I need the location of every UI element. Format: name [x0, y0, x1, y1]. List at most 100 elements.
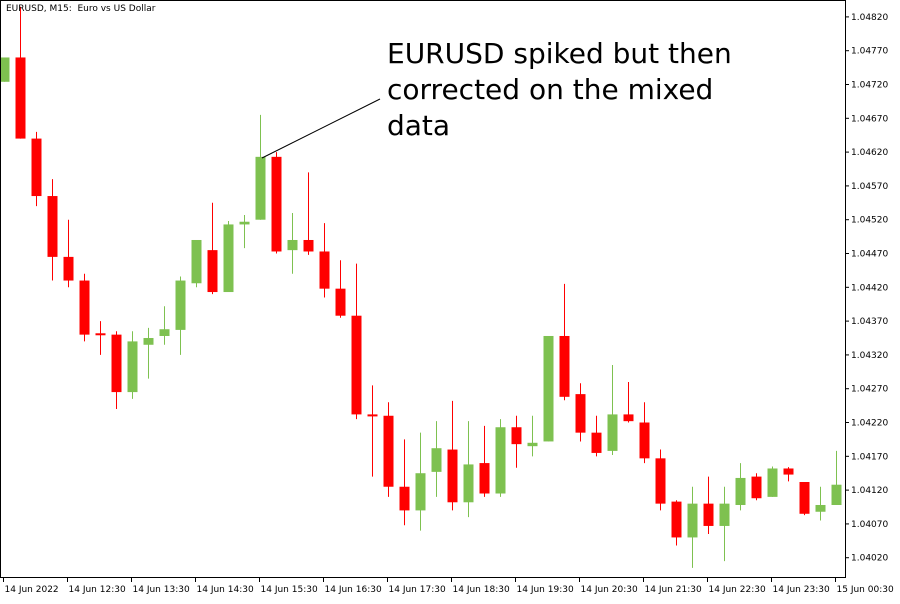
candle — [543, 335, 554, 442]
candle-body — [351, 315, 362, 415]
candle-body — [783, 468, 794, 475]
candle — [271, 152, 282, 254]
candle — [0, 57, 10, 82]
candle-body — [591, 432, 602, 453]
price-tick-label: 1.04820 — [851, 13, 888, 23]
time-tick-label: 14 Jun 18:30 — [453, 585, 510, 595]
candle — [95, 321, 106, 355]
candle — [127, 331, 138, 399]
candle-body — [687, 503, 698, 538]
time-tick-label: 14 Jun 2022 — [5, 585, 59, 595]
candle — [703, 476, 714, 535]
candle — [495, 419, 506, 497]
price-tick-label: 1.04420 — [851, 283, 888, 293]
candle — [447, 400, 458, 511]
candle — [559, 283, 570, 401]
price-tick-label: 1.04070 — [851, 520, 888, 530]
candle — [623, 381, 634, 423]
candles-layer — [0, 6, 842, 568]
candle-body — [527, 442, 538, 447]
candle-body — [95, 333, 106, 336]
candle — [431, 421, 442, 497]
candle — [303, 172, 314, 255]
candle — [799, 482, 810, 516]
candle-body — [271, 156, 282, 252]
candle-body — [447, 449, 458, 503]
candle — [79, 273, 90, 342]
price-tick-label: 1.04170 — [851, 452, 888, 462]
candle-body — [111, 334, 122, 393]
candle-body — [287, 239, 298, 251]
candle — [591, 415, 602, 457]
candle-body — [383, 415, 394, 487]
candle-body — [47, 196, 58, 257]
candle — [831, 450, 842, 505]
candle — [655, 449, 666, 511]
price-tick-label: 1.04120 — [851, 486, 888, 496]
candle — [719, 486, 730, 562]
candle-body — [479, 463, 490, 494]
candle-body — [799, 482, 810, 514]
candle — [351, 263, 362, 420]
candle — [15, 6, 26, 139]
candle — [735, 463, 746, 511]
candle-body — [543, 335, 554, 442]
candle-body — [719, 503, 730, 526]
candle-body — [431, 448, 442, 472]
price-tick-label: 1.04370 — [851, 317, 888, 327]
time-tick-label: 15 Jun 00:30 — [837, 585, 894, 595]
candle — [671, 500, 682, 546]
candle — [143, 327, 154, 379]
candle-body — [79, 280, 90, 335]
annotation-text: EURUSD spiked but then corrected on the … — [387, 36, 732, 144]
candle — [255, 114, 266, 220]
time-tick-label: 14 Jun 14:30 — [197, 585, 254, 595]
price-tick-label: 1.04520 — [851, 216, 888, 226]
time-tick-label: 14 Jun 22:30 — [709, 585, 766, 595]
candle-body — [735, 477, 746, 505]
candle-body — [463, 464, 474, 503]
candle-body — [255, 156, 266, 220]
time-tick-label: 14 Jun 21:30 — [645, 585, 702, 595]
candle-body — [367, 414, 378, 417]
price-tick-label: 1.04670 — [851, 114, 888, 124]
candle — [31, 131, 42, 207]
candle-body — [63, 256, 74, 281]
candle-body — [511, 427, 522, 445]
candle — [367, 385, 378, 477]
candle-body — [31, 138, 42, 197]
candle — [607, 365, 618, 455]
price-tick-label: 1.04220 — [851, 419, 888, 429]
candle-body — [831, 484, 842, 505]
candle — [191, 239, 202, 288]
candle — [479, 425, 490, 497]
candle — [751, 473, 762, 501]
price-tick-label: 1.04570 — [851, 182, 888, 192]
candle — [207, 202, 218, 295]
annotation-line: EURUSD spiked but then — [387, 37, 732, 70]
candle-body — [815, 504, 826, 512]
candle-body — [239, 221, 250, 225]
candle — [527, 415, 538, 457]
candle-body — [703, 503, 714, 526]
time-tick-label: 14 Jun 17:30 — [389, 585, 446, 595]
symbol-description: Euro vs US Dollar — [77, 4, 156, 14]
price-tick-label: 1.04620 — [851, 148, 888, 158]
candle-body — [495, 427, 506, 494]
candle-body — [399, 486, 410, 511]
candle — [383, 402, 394, 497]
candle-body — [223, 224, 234, 293]
candle — [223, 221, 234, 293]
candle — [639, 402, 650, 464]
price-tick-label: 1.04470 — [851, 250, 888, 260]
candle — [175, 276, 186, 355]
time-tick-label: 14 Jun 15:30 — [261, 585, 318, 595]
price-tick-label: 1.04020 — [851, 554, 888, 564]
candle — [47, 179, 58, 281]
price-tick-label: 1.04320 — [851, 351, 888, 361]
candle — [815, 486, 826, 521]
candle-body — [175, 280, 186, 330]
time-tick-label: 14 Jun 16:30 — [325, 585, 382, 595]
time-tick-label: 14 Jun 12:30 — [69, 585, 126, 595]
